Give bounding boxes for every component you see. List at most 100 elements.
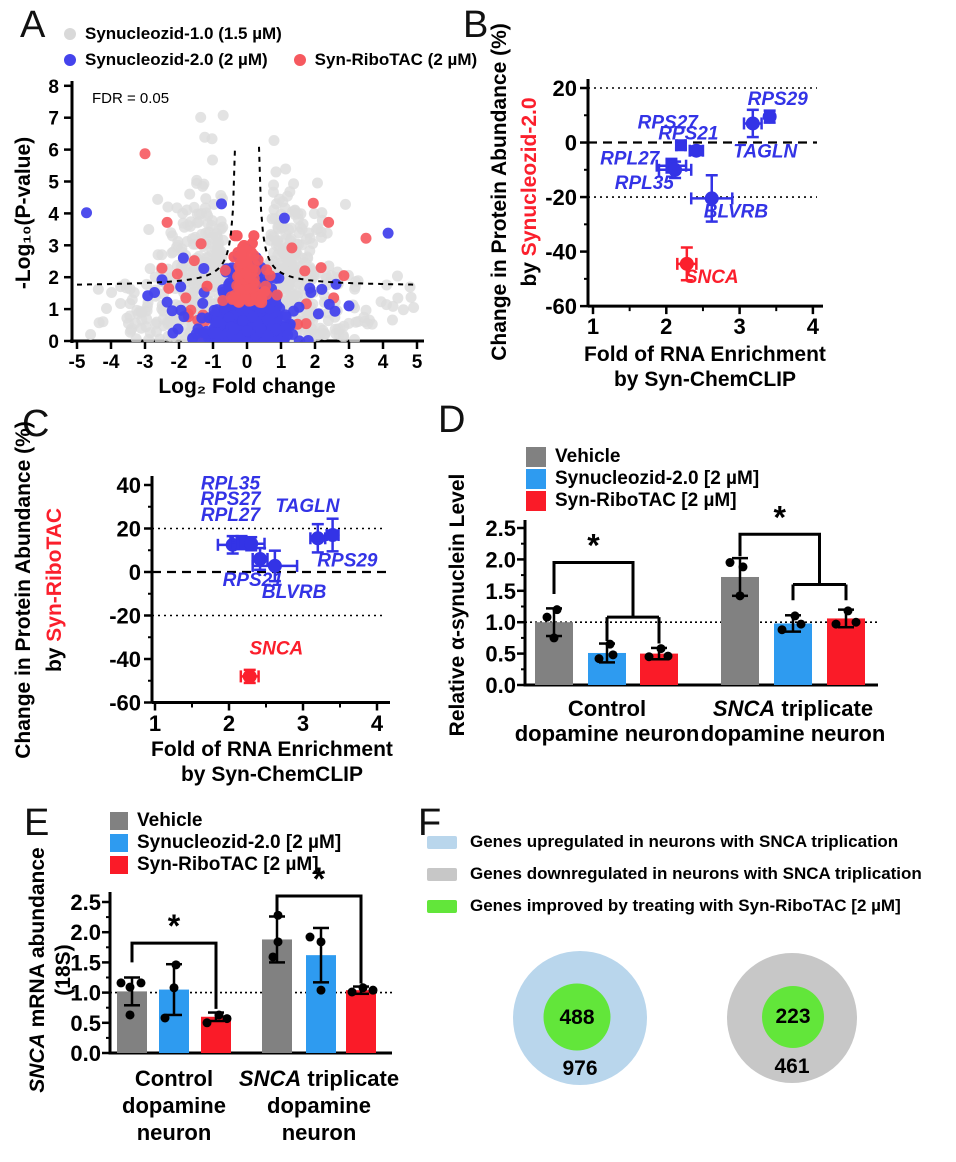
data-point-square (674, 139, 687, 152)
volcano-point (323, 298, 335, 310)
volcano-point (180, 292, 192, 304)
volcano-plot: 0 1 2 3 4 5 6 7 8 -5 -4 -3 -2 -1 0 1 2 3 4 5 Log₂ Fold chang… (12, 77, 424, 398)
volcano-point (141, 305, 153, 317)
volcano-point (404, 281, 416, 293)
legend-swatch-upregulated-icon (427, 835, 457, 849)
panel-letter-c: C (22, 403, 50, 445)
volcano-point (171, 268, 183, 280)
replicate-dot (273, 937, 283, 947)
volcano-point (392, 292, 404, 304)
volcano-point (106, 286, 118, 298)
y-axis-title-line1: SNCA mRNA abundance (26, 847, 49, 1092)
volcano-point (305, 287, 317, 299)
y-tick-label: 0.0 (485, 673, 516, 698)
volcano-point (405, 291, 417, 303)
x-tick-label: 3 (344, 352, 355, 373)
replicate-dot (125, 982, 135, 992)
volcano-point (156, 262, 168, 274)
venn-outer-count: 461 (774, 1055, 809, 1078)
replicate-dot (725, 558, 735, 568)
panel-c: C 40 20 0 -20 -40 -60 1 2 3 4 Fold of RNA Enrichme… (0, 400, 460, 800)
volcano-point (212, 328, 224, 340)
volcano-point (195, 238, 207, 250)
bar-legend-synribotac-row: Syn-RiboTAC [2 µM] (110, 854, 319, 876)
volcano-point (281, 233, 293, 245)
x-tick-label: -3 (137, 352, 154, 373)
y-tick-label: -40 (545, 240, 577, 265)
venn-legend-improved-row: Genes improved by treating with Syn-Ribo… (427, 896, 901, 916)
panel-d: D Vehicle Synucleozid-2.0 [2 µM] Syn-Rib… (430, 400, 956, 792)
fdr-annotation: FDR = 0.05 (92, 90, 169, 107)
volcano-point (196, 312, 208, 324)
volcano-point (198, 262, 210, 274)
volcano-point (128, 287, 140, 299)
gene-label: RPL35 (201, 473, 261, 494)
volcano-point (152, 193, 164, 205)
volcano-point (359, 315, 371, 327)
volcano-point (229, 230, 241, 242)
y-tick-label: -20 (545, 185, 577, 210)
panel-letter-d: D (438, 399, 466, 441)
replicate-dot (169, 983, 179, 993)
y-tick-label: 40 (117, 473, 141, 498)
panel-b: B 20 0 -20 -40 -60 1 2 3 4 Fold of RNA Enrichment… (455, 0, 956, 400)
volcano-point (143, 223, 155, 235)
y-tick-label: 0.5 (485, 642, 516, 667)
significance-asterisk: * (587, 528, 600, 564)
group-label-line2: dopamine (122, 1093, 226, 1118)
volcano-point (343, 300, 355, 312)
gene-label: BLVRB (262, 582, 327, 603)
volcano-point (162, 201, 174, 213)
volcano-point (268, 179, 280, 191)
x-tick-label: 2 (223, 711, 235, 736)
volcano-point (130, 333, 142, 342)
y-tick-label: -40 (109, 647, 141, 672)
volcano-point (142, 290, 154, 302)
replicate-dot (125, 1010, 135, 1020)
replicate-dot (843, 606, 853, 616)
replicate-dot (735, 591, 745, 601)
gene-label: RPS21 (658, 123, 718, 144)
replicate-dot (851, 617, 861, 627)
replicate-dot (831, 619, 841, 629)
replicate-dot (136, 978, 146, 988)
volcano-point (144, 327, 156, 339)
x-tick-label: 0 (242, 352, 253, 373)
data-point (325, 528, 340, 543)
volcano-point (273, 272, 285, 284)
group-label-line2: dopamine neuron (701, 721, 886, 746)
volcano-point (209, 274, 221, 286)
volcano-point (171, 202, 183, 214)
replicate-dot (116, 978, 126, 988)
replicate-dot (214, 1010, 224, 1020)
volcano-point (223, 279, 235, 291)
y-axis-title-line1: Change in Protein Abundance (%) (12, 421, 35, 759)
replicate-dot (644, 652, 654, 662)
volcano-point (161, 216, 173, 228)
data-point (689, 143, 704, 158)
y-tick-label: 20 (117, 517, 141, 542)
legend-dot-synribotac-icon (293, 54, 306, 66)
volcano-point (256, 293, 268, 305)
legend-label-synribotac: Syn-RiboTAC [2 µM] (555, 490, 737, 511)
x-tick-label: -4 (103, 352, 120, 373)
volcano-point (266, 213, 278, 225)
legend-swatch-synucleozid2-icon (526, 469, 546, 489)
y-tick-label: 1 (48, 300, 59, 321)
significance-asterisk: * (168, 908, 181, 944)
y-tick-label: 1.5 (70, 950, 101, 975)
volcano-point (188, 255, 200, 267)
bar-legend-vehicle-row: Vehicle (110, 810, 203, 832)
volcano-point (186, 233, 198, 245)
data-point (679, 256, 694, 271)
volcano-point (206, 133, 218, 145)
volcano-point (150, 318, 162, 330)
volcano-point (300, 318, 312, 330)
replicate-dot (594, 654, 604, 664)
y-tick-label: 2.5 (485, 516, 516, 541)
legend-label-upregulated: Genes upregulated in neurons with SNCA t… (470, 832, 899, 851)
volcano-point (304, 245, 316, 257)
volcano-point (289, 204, 301, 216)
y-tick-label: 20 (553, 76, 577, 101)
